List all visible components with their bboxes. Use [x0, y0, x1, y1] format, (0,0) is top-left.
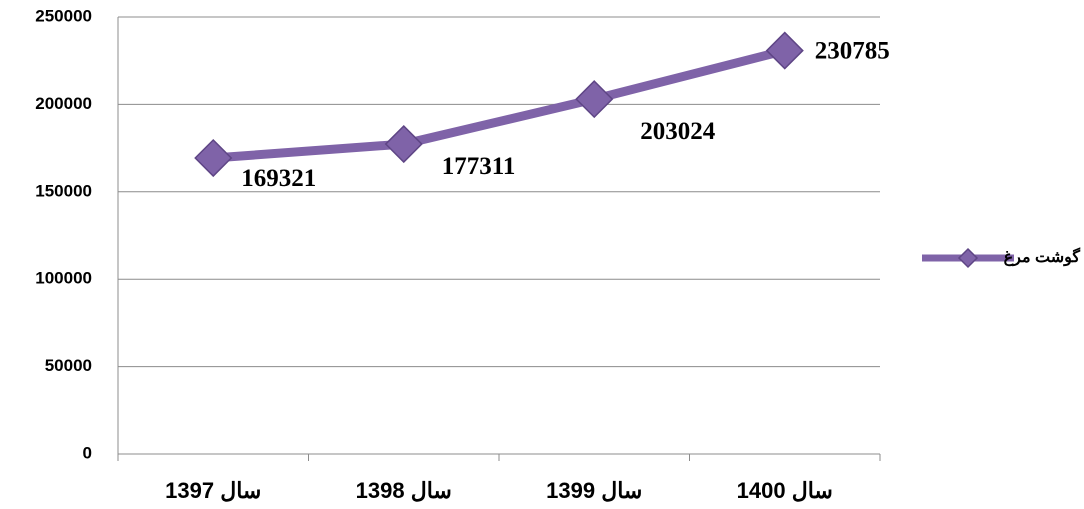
y-tick-label: 150000	[35, 181, 92, 200]
x-tick-label: سال 1398	[356, 478, 452, 503]
legend-marker	[957, 247, 979, 269]
y-tick-label: 200000	[35, 94, 92, 113]
data-label: 203024	[640, 118, 716, 145]
legend-label: گوشت مرغ	[1004, 247, 1081, 267]
marker	[575, 80, 614, 119]
line	[212, 46, 786, 163]
data-label: 230785	[815, 37, 890, 64]
x-tick-label: سال 1399	[546, 478, 642, 503]
marker	[384, 124, 423, 164]
y-tick-label: 250000	[35, 6, 92, 25]
y-tick-label: 0	[83, 443, 92, 462]
x-tick-label: سال 1400	[737, 478, 833, 503]
x-tick-label: سال 1397	[165, 478, 261, 503]
data-label: 169321	[241, 165, 316, 192]
marker	[194, 138, 233, 178]
marker	[765, 31, 804, 70]
data-label: 177311	[442, 153, 516, 180]
y-tick-label: 100000	[35, 269, 92, 288]
y-tick-label: 50000	[45, 356, 92, 375]
